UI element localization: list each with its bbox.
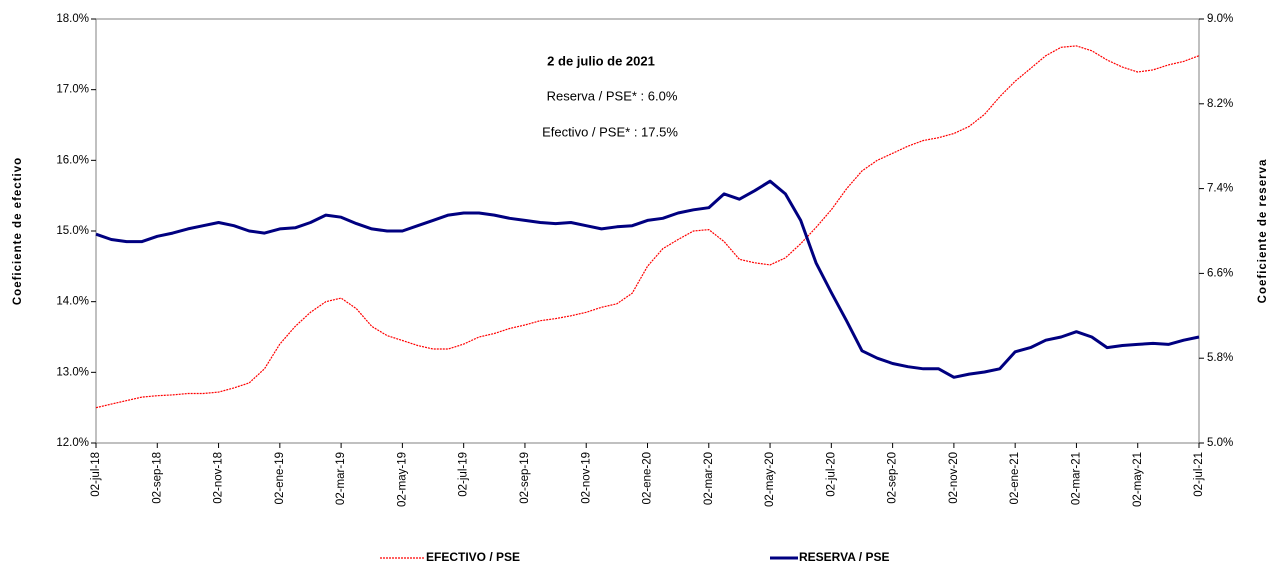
y2-axis-title: Coeficiente de reserva: [1257, 159, 1269, 304]
series-line: [95, 179, 1200, 379]
annotation: Reserva / PSE* : 6.0%: [547, 88, 678, 103]
plot-frame: [95, 18, 1200, 444]
x-tick-label: 02-mar-19: [335, 452, 347, 505]
y-tick-label: 15.0%: [56, 225, 89, 237]
x-tick-label: 02-mar-20: [703, 452, 715, 505]
y2-tick-label: 7.4%: [1207, 183, 1233, 195]
x-tick-label: 02-jul-20: [825, 452, 837, 497]
x-tick-label: 02-sep-20: [887, 452, 899, 504]
y-tick-label: 16.0%: [56, 154, 89, 166]
legend-label: RESERVA / PSE: [799, 550, 889, 564]
y-tick-label: 18.0%: [56, 13, 89, 25]
legend-label: EFECTIVO / PSE: [426, 550, 520, 564]
x-tick-label: 02-nov-18: [213, 452, 225, 504]
y2-tick-label: 5.0%: [1207, 437, 1233, 449]
x-tick-label: 02-jul-21: [1193, 452, 1205, 497]
y2-tick-label: 8.2%: [1207, 98, 1233, 110]
y2-tick-label: 9.0%: [1207, 13, 1233, 25]
y2-tick-label: 6.6%: [1207, 267, 1233, 279]
y-tick-label: 17.0%: [56, 84, 89, 96]
x-tick-label: 02-jul-19: [458, 452, 470, 497]
x-tick-label: 02-may-19: [396, 452, 408, 507]
x-tick-label: 02-ene-19: [274, 452, 286, 504]
x-tick-label: 02-sep-19: [519, 452, 531, 504]
x-tick-label: 02-nov-19: [580, 452, 592, 504]
annotation: Efectivo / PSE* : 17.5%: [542, 124, 678, 139]
x-tick-label: 02-jul-18: [90, 452, 102, 497]
annotation: 2 de julio de 2021: [547, 53, 655, 68]
y2-tick-label: 5.8%: [1207, 352, 1233, 364]
x-tick-label: 02-mar-21: [1070, 452, 1082, 505]
y-tick-label: 12.0%: [56, 437, 89, 449]
series-line: [95, 45, 1200, 409]
x-tick-label: 02-ene-21: [1009, 452, 1021, 504]
y-tick-label: 13.0%: [56, 366, 89, 378]
x-tick-label: 02-nov-20: [948, 452, 960, 504]
x-tick-label: 02-sep-18: [151, 452, 163, 504]
y-axis-title: Coeficiente de efectivo: [12, 157, 24, 305]
x-tick-label: 02-may-20: [764, 452, 776, 507]
x-tick-label: 02-may-21: [1132, 452, 1144, 507]
y-tick-label: 14.0%: [56, 296, 89, 308]
x-tick-label: 02-ene-20: [642, 452, 654, 504]
